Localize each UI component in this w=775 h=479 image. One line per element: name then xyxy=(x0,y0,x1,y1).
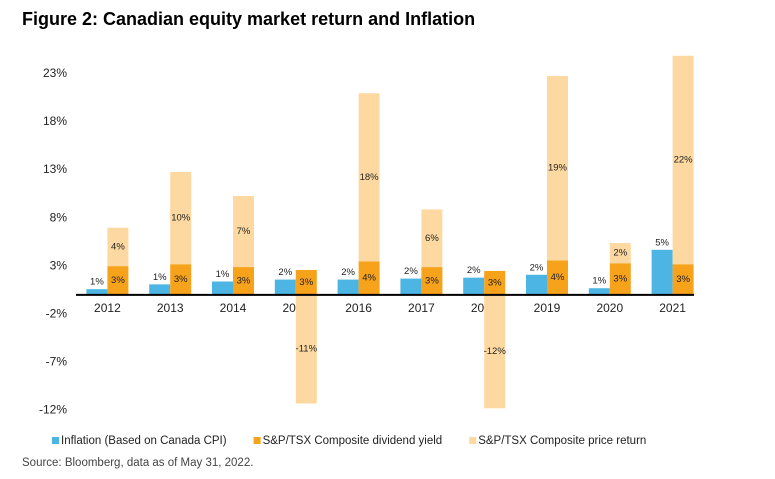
x-tick-label: 2014 xyxy=(220,301,247,315)
data-label: 3% xyxy=(488,277,502,288)
data-label: 4% xyxy=(362,273,376,284)
bar xyxy=(149,284,171,295)
data-label: 4% xyxy=(111,241,125,252)
data-label: 19% xyxy=(548,163,568,174)
data-label: 2% xyxy=(278,267,292,278)
y-tick-label: 18% xyxy=(43,114,67,128)
legend-label: Inflation (Based on Canada CPI) xyxy=(61,435,227,447)
bar xyxy=(484,294,506,409)
x-tick-label: 2021 xyxy=(659,301,686,315)
y-tick-label: 23% xyxy=(43,66,67,80)
y-tick-label: 3% xyxy=(50,258,68,272)
data-label: 1% xyxy=(153,272,167,283)
bar xyxy=(358,261,380,295)
data-label: 3% xyxy=(613,274,627,285)
x-tick-label: 2013 xyxy=(157,301,184,315)
bar xyxy=(295,269,317,295)
bar xyxy=(400,278,422,295)
data-label: 3% xyxy=(676,274,690,285)
bar xyxy=(588,288,610,295)
data-label: 3% xyxy=(299,277,313,288)
bar xyxy=(337,279,359,295)
data-label: -11% xyxy=(296,344,318,355)
y-tick-label: -2% xyxy=(46,306,68,320)
y-tick-label: -7% xyxy=(46,354,68,368)
legend-label: S&P/TSX Composite price return xyxy=(478,435,646,447)
bar xyxy=(233,267,254,295)
chart-title: Figure 2: Canadian equity market return … xyxy=(22,9,475,29)
x-tick-label: 2019 xyxy=(534,301,561,315)
data-label: 3% xyxy=(174,274,188,285)
legend-label: S&P/TSX Composite dividend yield xyxy=(263,435,443,447)
bar xyxy=(233,196,254,268)
bar xyxy=(212,281,233,295)
bar xyxy=(463,277,485,295)
bar xyxy=(107,227,129,267)
data-label: 18% xyxy=(360,172,380,183)
data-label: 1% xyxy=(216,269,230,280)
bar xyxy=(609,243,631,264)
bar xyxy=(421,209,443,268)
bar xyxy=(86,289,108,295)
data-label: 2% xyxy=(341,267,355,278)
data-label: 3% xyxy=(425,276,439,287)
y-tick-label: 8% xyxy=(50,210,68,224)
bar xyxy=(547,260,568,295)
bar xyxy=(672,55,694,265)
x-tick-label: 2016 xyxy=(345,301,372,315)
source-note: Source: Bloomberg, data as of May 31, 20… xyxy=(22,457,253,469)
data-label: 3% xyxy=(237,276,251,287)
bar xyxy=(170,171,192,265)
bar xyxy=(107,266,129,295)
bar xyxy=(421,267,443,295)
legend-swatch xyxy=(52,437,59,444)
legend-swatch xyxy=(469,437,477,444)
data-label: 1% xyxy=(90,277,104,288)
x-tick-label: 2020 xyxy=(596,301,623,315)
y-tick-label: 13% xyxy=(43,162,67,176)
data-label: -12% xyxy=(484,346,507,357)
legend-swatch xyxy=(253,437,261,444)
data-label: 2% xyxy=(404,266,418,277)
data-label: 2% xyxy=(613,248,627,259)
data-label: 22% xyxy=(674,154,694,165)
data-label: 5% xyxy=(655,237,669,248)
data-label: 4% xyxy=(551,272,565,283)
data-label: 2% xyxy=(530,262,544,273)
bar xyxy=(547,75,568,261)
data-label: 7% xyxy=(237,226,251,237)
data-label: 2% xyxy=(467,265,481,276)
bar xyxy=(609,263,631,295)
bar xyxy=(484,270,506,295)
x-tick-label: 2012 xyxy=(94,301,121,315)
x-tick-label: 2017 xyxy=(408,301,435,315)
data-label: 3% xyxy=(111,275,125,286)
bar xyxy=(526,274,547,295)
data-label: 10% xyxy=(171,213,191,224)
data-label: 6% xyxy=(425,233,439,244)
data-label: 1% xyxy=(592,276,606,287)
y-tick-label: -12% xyxy=(39,402,67,416)
bar xyxy=(295,294,317,404)
bar xyxy=(358,93,380,262)
bar xyxy=(651,249,673,295)
bar xyxy=(170,264,192,295)
bar xyxy=(274,279,296,295)
bar xyxy=(672,264,694,295)
